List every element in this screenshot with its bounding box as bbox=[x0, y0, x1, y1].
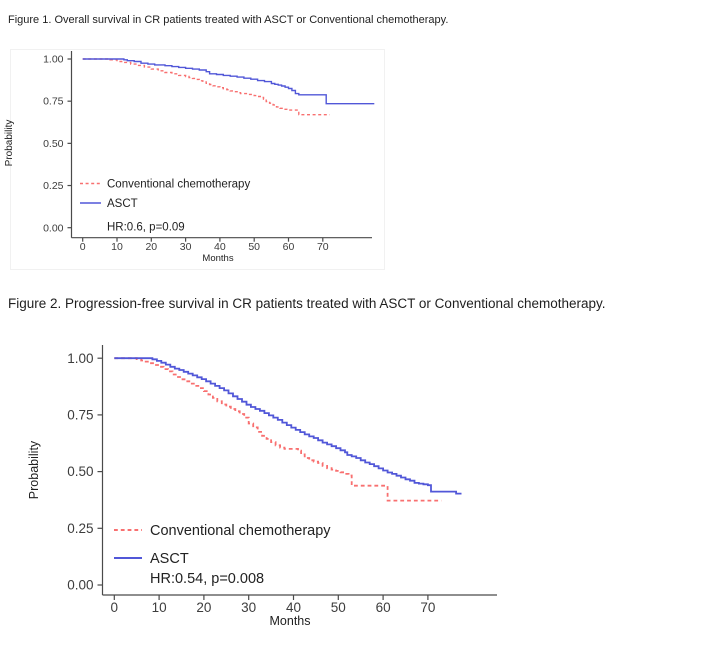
y-tick-label: 0.00 bbox=[67, 578, 93, 593]
x-tick-label: 40 bbox=[286, 600, 301, 615]
x-axis-title: Months bbox=[270, 614, 311, 628]
legend-label-conventional-chemotherapy: Conventional chemotherapy bbox=[107, 179, 250, 191]
legend-label-conventional-chemotherapy: Conventional chemotherapy bbox=[150, 523, 331, 539]
x-tick-label: 0 bbox=[111, 600, 119, 615]
y-axis-title: Probability bbox=[27, 440, 41, 499]
x-tick-label: 60 bbox=[283, 241, 295, 253]
figure-2-title: Figure 2. Progression-free survival in C… bbox=[8, 296, 606, 311]
x-tick-label: 50 bbox=[331, 600, 346, 615]
x-tick-label: 70 bbox=[420, 600, 435, 615]
asct-curve bbox=[114, 357, 462, 495]
y-tick-label: 0.00 bbox=[43, 222, 64, 234]
x-tick-label: 10 bbox=[152, 600, 167, 615]
legend-label-asct: ASCT bbox=[107, 198, 138, 210]
y-tick-label: 0.25 bbox=[43, 180, 64, 192]
x-tick-label: 60 bbox=[376, 600, 391, 615]
x-tick-label: 30 bbox=[180, 241, 192, 253]
figure-1-title: Figure 1. Overall survival in CR patient… bbox=[8, 14, 449, 26]
x-tick-label: 40 bbox=[214, 241, 226, 253]
legend: Conventional chemotherapy ASCT bbox=[114, 523, 331, 567]
progression-free-survival-chart: 0.00 0.25 0.50 0.75 1.00 0 10 20 30 40 50 60 70 Month… bbox=[27, 345, 497, 628]
conventional-chemotherapy-curve bbox=[82, 58, 330, 116]
hr-annotation: HR:0.54, p=0.008 bbox=[150, 571, 264, 587]
legend-label-asct: ASCT bbox=[150, 551, 189, 567]
x-tick-label: 30 bbox=[241, 600, 256, 615]
x-tick-label: 0 bbox=[80, 241, 86, 253]
conventional-chemotherapy-curve bbox=[114, 357, 442, 502]
y-tick-label: 0.50 bbox=[67, 464, 93, 479]
x-tick-label: 20 bbox=[145, 241, 157, 253]
y-axis-title: Probability bbox=[4, 120, 15, 167]
asct-curve bbox=[82, 58, 375, 105]
hr-annotation: HR:0.6, p=0.09 bbox=[107, 222, 185, 234]
x-axis-title: Months bbox=[202, 253, 233, 264]
x-tick-label: 50 bbox=[248, 241, 260, 253]
y-tick-label: 0.50 bbox=[43, 138, 64, 150]
y-tick-label: 0.75 bbox=[43, 96, 64, 108]
x-tick-label: 70 bbox=[317, 241, 329, 253]
legend: Conventional chemotherapy ASCT bbox=[80, 179, 250, 210]
x-tick-label: 20 bbox=[196, 600, 211, 615]
y-tick-label: 1.00 bbox=[67, 351, 93, 366]
y-tick-label: 0.75 bbox=[67, 407, 93, 422]
y-tick-label: 0.25 bbox=[67, 521, 93, 536]
y-tick-label: 1.00 bbox=[43, 54, 64, 66]
x-tick-label: 10 bbox=[111, 241, 123, 253]
overall-survival-chart: 0.00 0.25 0.50 0.75 1.00 0 10 20 30 40 50 60 70 Month… bbox=[4, 51, 375, 264]
